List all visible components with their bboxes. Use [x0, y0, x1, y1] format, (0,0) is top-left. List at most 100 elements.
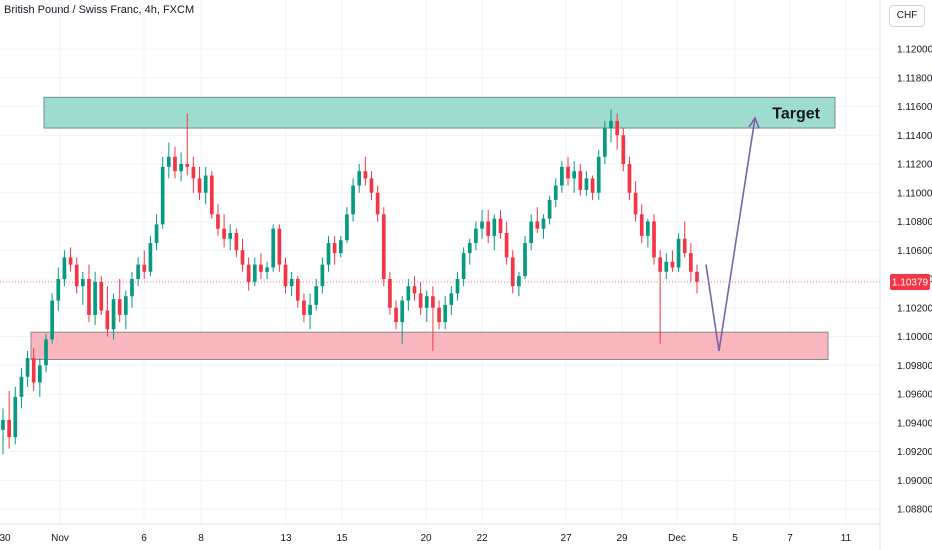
- time-tick-label: 6: [141, 533, 147, 544]
- candle-body: [295, 279, 300, 301]
- price-tick-label: 1.08800: [897, 505, 932, 516]
- candle-body: [148, 243, 153, 272]
- price-tick-label: 1.09400: [897, 418, 932, 429]
- candle-body: [455, 279, 460, 294]
- candle-body: [461, 253, 466, 279]
- price-tick-label: 1.10000: [897, 332, 932, 343]
- candle-body: [80, 279, 85, 287]
- price-tick-label: 1.12000: [897, 45, 932, 56]
- candle-body: [345, 214, 349, 241]
- candle-body: [308, 304, 312, 315]
- candle-body: [689, 253, 693, 272]
- candle-body: [547, 199, 552, 219]
- candle-body: [590, 178, 595, 193]
- candle-body: [38, 365, 42, 383]
- candle-body: [572, 171, 577, 179]
- candle-body: [44, 339, 48, 366]
- candle-body: [136, 264, 140, 279]
- time-tick-label: 27: [560, 533, 572, 544]
- candle-body: [400, 300, 405, 323]
- candle-body: [154, 224, 159, 244]
- time-tick-label: Nov: [51, 533, 69, 544]
- current-price-label: 1.10379: [892, 278, 929, 289]
- candle-body: [173, 156, 177, 172]
- candle-body: [541, 218, 546, 229]
- candle-body: [191, 166, 196, 179]
- candle-body: [1, 419, 5, 430]
- time-axis[interactable]: 30 Nov 6 8 13 15 20 22 27 29 Dec 5 7 11: [0, 523, 880, 544]
- price-tick-label: 1.10200: [897, 303, 932, 314]
- target-zone: [43, 96, 836, 129]
- candle-body: [695, 271, 699, 282]
- price-tick-label: 1.11000: [897, 188, 932, 199]
- price-tick-label: 1.09000: [897, 476, 932, 487]
- candle-body: [7, 419, 11, 438]
- candle-body: [142, 264, 147, 272]
- candle-body: [99, 281, 104, 311]
- candle-body: [424, 296, 429, 308]
- candle-body: [510, 257, 515, 287]
- time-tick-label: 15: [336, 533, 348, 544]
- candle-body: [609, 120, 613, 129]
- price-tick-label: 1.11400: [897, 131, 932, 142]
- time-tick-label: 5: [732, 533, 738, 544]
- candle-body: [87, 279, 91, 315]
- candle-body: [412, 286, 417, 294]
- candle-body: [388, 279, 392, 308]
- candle-body: [449, 293, 454, 305]
- candle-body: [314, 286, 319, 305]
- target-label: Target: [772, 106, 820, 123]
- candle-body: [633, 192, 638, 215]
- price-tick-label: 1.11600: [897, 102, 932, 113]
- time-tick-label: 7: [787, 533, 793, 544]
- candle-body: [621, 135, 626, 164]
- candle-body: [615, 120, 620, 136]
- time-tick-label: 13: [280, 533, 292, 544]
- candle-body: [117, 299, 122, 315]
- price-tick-label: 1.09800: [897, 361, 932, 372]
- price-axis[interactable]: 1.12000 1.11800 1.11600 1.11400 1.11200 1.110…: [879, 0, 932, 550]
- candle-body: [486, 221, 491, 236]
- candle-body: [437, 307, 441, 323]
- candle-body: [123, 296, 128, 315]
- currency-button[interactable]: CHF: [889, 5, 925, 27]
- candle-body: [160, 166, 165, 225]
- projection-arrowhead: [748, 116, 760, 129]
- candle-body: [498, 218, 503, 233]
- candle-body: [13, 396, 18, 438]
- candle-body: [584, 178, 589, 190]
- candle-body: [523, 243, 527, 277]
- candle-body: [443, 304, 448, 323]
- candle-body: [93, 281, 97, 315]
- candle-body: [394, 307, 398, 323]
- candle-body: [504, 233, 509, 258]
- candle-body: [234, 233, 239, 251]
- price-tick-label: 1.09600: [897, 390, 932, 401]
- time-tick-label: 22: [476, 533, 488, 544]
- candle-body: [670, 261, 675, 268]
- candle-body: [185, 164, 190, 167]
- price-tick-label: 1.09200: [897, 447, 932, 458]
- candle-body: [529, 221, 534, 244]
- candle-body: [246, 264, 251, 282]
- chart-title: British Pound / Swiss Franc, 4h, FXCM: [4, 4, 195, 16]
- candle-body: [209, 175, 214, 215]
- candle-body: [302, 300, 306, 315]
- zones: Target: [30, 96, 836, 360]
- candle-body: [652, 221, 656, 258]
- candle-body: [560, 166, 564, 186]
- current-price-tag: [890, 274, 930, 291]
- candle-body: [517, 276, 521, 287]
- candle-body: [111, 299, 116, 330]
- candle-body: [431, 296, 435, 308]
- candle-body: [492, 218, 497, 236]
- candle-body: [357, 171, 362, 186]
- candle-body: [50, 300, 54, 340]
- candle-body: [265, 267, 269, 272]
- time-tick-label: 30: [0, 533, 11, 544]
- candle-body: [682, 238, 687, 254]
- candle-body: [289, 279, 294, 287]
- candle-body: [277, 228, 282, 265]
- grid: [0, 0, 880, 524]
